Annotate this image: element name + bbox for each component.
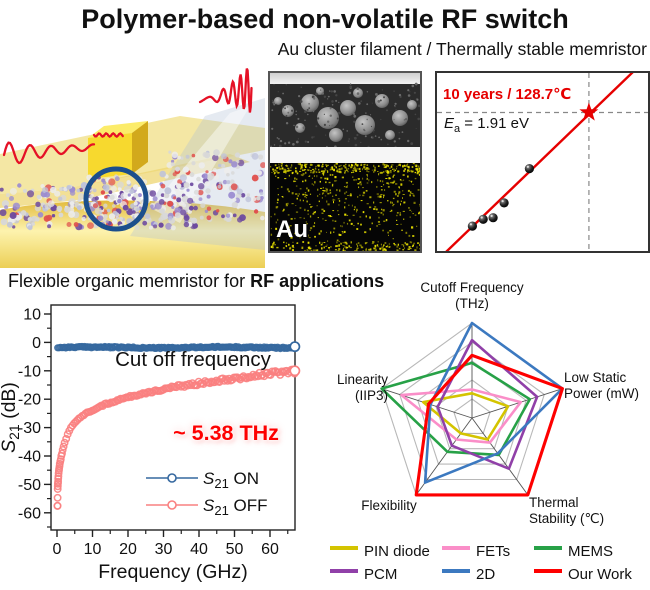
svg-text:0: 0 <box>53 541 62 558</box>
s21-chart: 0 10 20 30 40 50 60 10 0 -10 -20 -30 -40 -50 -60 Freque… <box>0 304 301 583</box>
radar-legend: PIN diode FETs MEMS PCM 2D Our Work <box>330 543 648 589</box>
extrapolation-star <box>579 102 599 121</box>
arrhenius-plot <box>437 66 648 256</box>
legend-swatch <box>442 569 470 573</box>
legend-swatch <box>442 546 470 550</box>
ea-subscript: a <box>454 123 461 135</box>
ea-symbol: E <box>444 115 455 132</box>
lifetime-annotation: 10 years / 128.7℃ <box>443 86 572 103</box>
legend-label: PIN diode <box>364 543 430 560</box>
radar-axis-label-1: Low Static Power (mW) <box>564 370 639 401</box>
svg-text:40: 40 <box>190 541 208 558</box>
radar-series-our-work <box>414 353 564 497</box>
x-axis-label: Frequency (GHz) <box>98 561 248 583</box>
section-label: Flexible organic memristor for RF applic… <box>8 271 384 292</box>
svg-text:-50: -50 <box>18 477 41 494</box>
activation-energy-annotation: Ea = 1.91 eV <box>444 115 529 135</box>
legend-swatch <box>330 546 358 550</box>
radar-chart-panel: Cutoff Frequency (THz) Low Static Power (… <box>330 278 650 540</box>
au-map-label: Au <box>276 216 308 243</box>
tem-image <box>270 73 422 253</box>
s21-legend-label: S21 ON <box>203 469 259 491</box>
legend-label: FETs <box>476 543 511 560</box>
legend-label: PCM <box>364 566 398 583</box>
y-axis-label: S21 (dB) <box>0 382 22 453</box>
svg-text:-60: -60 <box>18 505 41 522</box>
radar-axis-label-2: Thermal Stability (℃) <box>529 495 605 526</box>
page-subtitle: Au cluster filament / Thermally stable m… <box>277 39 647 59</box>
svg-text:0: 0 <box>32 335 41 352</box>
section-label-normal: Flexible organic memristor for <box>8 271 251 291</box>
svg-text:-40: -40 <box>18 449 41 466</box>
page-title: Polymer-based non-volatile RF switch <box>81 4 569 34</box>
svg-text:20: 20 <box>119 541 137 558</box>
arrhenius-data-point <box>499 198 509 208</box>
svg-text:10: 10 <box>23 307 41 324</box>
legend-label: Our Work <box>568 566 632 583</box>
legend-swatch <box>330 569 358 573</box>
radar-series-2d <box>423 321 564 484</box>
radar-axis-label-0: Cutoff Frequency (THz) <box>420 280 524 311</box>
radar-series-fets <box>400 388 523 444</box>
device-illustration <box>0 58 267 268</box>
svg-text:60: 60 <box>261 541 279 558</box>
device-illustration-art <box>0 58 267 268</box>
section-label-bold: RF applications <box>250 271 385 291</box>
cutoff-annotation-line1: Cut off frequency <box>115 348 271 371</box>
legend-label: MEMS <box>568 543 613 560</box>
radar-chart <box>380 321 564 497</box>
svg-text:-30: -30 <box>18 420 41 437</box>
cutoff-annotation-line2: ~ 5.38 THz <box>173 421 279 445</box>
radar-legend-item: PIN diode <box>330 543 442 566</box>
radar-legend-item: MEMS <box>534 543 646 566</box>
radar-legend-item: FETs <box>442 543 534 566</box>
s21-legend-label: S21 OFF <box>203 496 268 518</box>
svg-text:-10: -10 <box>18 363 41 380</box>
svg-text:50: 50 <box>226 541 244 558</box>
arrhenius-data-point <box>524 164 534 174</box>
radar-axis-label-4: Linearity (IIP3) <box>336 372 388 403</box>
svg-text:30: 30 <box>155 541 173 558</box>
radar-legend-item: PCM <box>330 566 442 589</box>
arrhenius-panel: 10 years / 128.7℃ Ea = 1.91 eV <box>435 66 650 256</box>
ea-value: = 1.91 eV <box>460 115 529 132</box>
legend-swatch <box>534 546 562 550</box>
arrhenius-data-point <box>478 214 488 224</box>
cluster-highlight-circle <box>83 166 149 232</box>
radar-axis-label-3: Flexibility <box>361 498 417 513</box>
legend-label: 2D <box>476 566 496 583</box>
radar-legend-row: PCM 2D Our Work <box>330 566 648 589</box>
radar-legend-row: PIN diode FETs MEMS <box>330 543 648 566</box>
tem-eds-panel: Au <box>268 71 422 253</box>
s21-chart-panel: 0 10 20 30 40 50 60 10 0 -10 -20 -30 -40 -50 -60 Freque… <box>0 295 320 590</box>
svg-text:10: 10 <box>84 541 102 558</box>
svg-text:-20: -20 <box>18 392 41 409</box>
arrhenius-data-point <box>488 213 498 223</box>
radar-legend-item: 2D <box>442 566 534 589</box>
legend-swatch <box>534 569 562 573</box>
radar-legend-item: Our Work <box>534 566 646 589</box>
radar-series-pcm <box>436 338 539 470</box>
arrhenius-data-point <box>467 221 477 231</box>
